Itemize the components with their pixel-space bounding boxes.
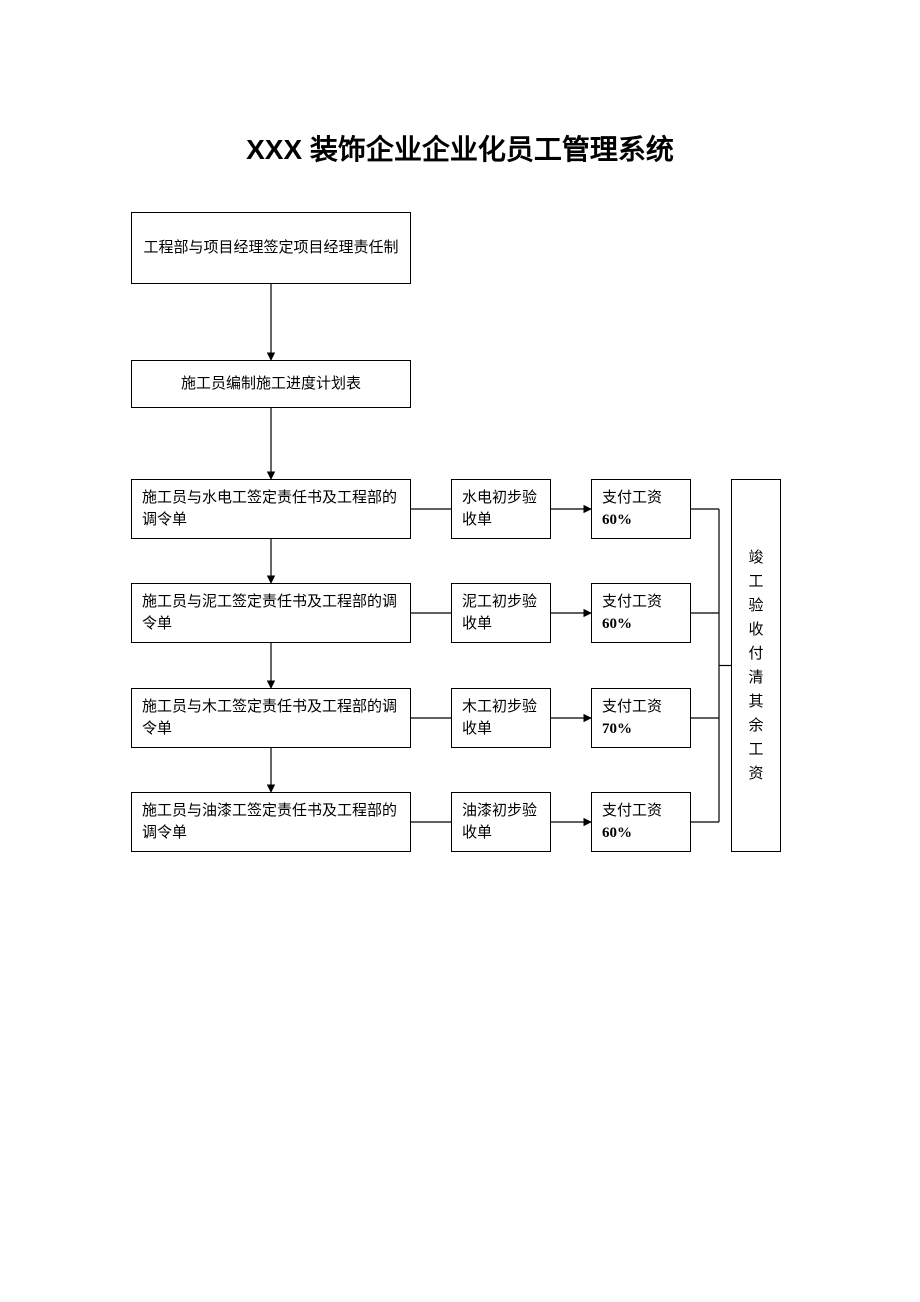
node-row-1-left: 施工员与泥工签定责任书及工程部的调令单 [131, 583, 411, 643]
node-final-settlement: 竣工验收付清其余工资 [731, 479, 781, 852]
node-text: 工程部与项目经理签定项目经理责任制 [143, 237, 398, 260]
final-char: 余 [748, 714, 763, 738]
pay-label: 支付工资 [602, 800, 662, 823]
node-text: 施工员与泥工签定责任书及工程部的调令单 [142, 591, 400, 636]
node-row-3-mid: 油漆初步验收单 [451, 792, 551, 852]
final-char: 验 [748, 594, 763, 618]
node-text: 施工员与木工签定责任书及工程部的调令单 [142, 696, 400, 741]
pay-text: 支付工资 60% [602, 591, 662, 636]
node-sign-pm-responsibility: 工程部与项目经理签定项目经理责任制 [131, 212, 411, 284]
pay-text: 支付工资 60% [602, 800, 662, 845]
final-char: 工 [748, 570, 763, 594]
final-char: 竣 [748, 546, 763, 570]
node-text: 施工员编制施工进度计划表 [181, 373, 361, 396]
connector-layer [0, 0, 920, 1302]
node-row-3-pay: 支付工资 60% [591, 792, 691, 852]
node-text: 施工员与水电工签定责任书及工程部的调令单 [142, 487, 400, 532]
pay-percent: 60% [602, 509, 662, 532]
node-row-0-left: 施工员与水电工签定责任书及工程部的调令单 [131, 479, 411, 539]
node-row-3-left: 施工员与油漆工签定责任书及工程部的调令单 [131, 792, 411, 852]
node-row-0-pay: 支付工资 60% [591, 479, 691, 539]
final-char: 工 [748, 738, 763, 762]
pay-label: 支付工资 [602, 591, 662, 614]
node-text: 水电初步验收单 [462, 487, 540, 532]
node-row-2-left: 施工员与木工签定责任书及工程部的调令单 [131, 688, 411, 748]
pay-percent: 60% [602, 822, 662, 845]
node-text: 木工初步验收单 [462, 696, 540, 741]
pay-percent: 60% [602, 613, 662, 636]
pay-percent: 70% [602, 718, 662, 741]
node-row-1-pay: 支付工资 60% [591, 583, 691, 643]
pay-text: 支付工资 70% [602, 696, 662, 741]
final-char: 收 [748, 618, 763, 642]
node-text: 施工员与油漆工签定责任书及工程部的调令单 [142, 800, 400, 845]
node-text: 油漆初步验收单 [462, 800, 540, 845]
node-text: 泥工初步验收单 [462, 591, 540, 636]
final-char: 其 [748, 690, 763, 714]
node-row-2-mid: 木工初步验收单 [451, 688, 551, 748]
final-char: 清 [748, 666, 763, 690]
pay-label: 支付工资 [602, 696, 662, 719]
node-row-0-mid: 水电初步验收单 [451, 479, 551, 539]
final-char: 付 [748, 642, 763, 666]
pay-label: 支付工资 [602, 487, 662, 510]
node-schedule-plan: 施工员编制施工进度计划表 [131, 360, 411, 408]
node-row-2-pay: 支付工资 70% [591, 688, 691, 748]
pay-text: 支付工资 60% [602, 487, 662, 532]
page-title: XXX 装饰企业企业化员工管理系统 [0, 128, 920, 168]
final-char: 资 [748, 762, 763, 786]
node-row-1-mid: 泥工初步验收单 [451, 583, 551, 643]
